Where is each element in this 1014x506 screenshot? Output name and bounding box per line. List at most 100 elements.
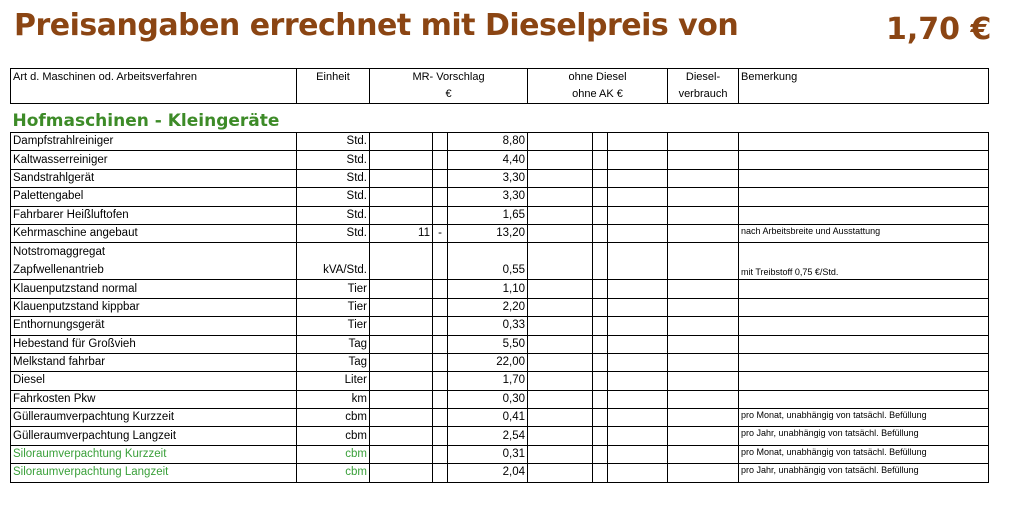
row-name: Gülleraumverpachtung Langzeit	[10, 426, 297, 446]
row-unit: Std.	[296, 206, 370, 225]
col-header-ohne-2: ohne AK €	[527, 86, 669, 104]
row-dash	[432, 298, 448, 318]
header-row-2: € ohne AK € verbrauch	[10, 86, 990, 104]
row-from	[369, 187, 433, 207]
col-header-art: Art d. Maschinen od. Arbeitsverfahren	[10, 68, 297, 86]
row-unit: km	[296, 390, 370, 410]
row-remark	[738, 390, 990, 410]
row-name: Fahrbarer Heißluftofen	[10, 206, 297, 225]
row-name: Melkstand fahrbar	[10, 353, 297, 373]
price-table: Art d. Maschinen od. Arbeitsverfahren Ei…	[10, 68, 990, 483]
row-unit: Std.	[296, 187, 370, 207]
row-name: Gülleraumverpachtung Kurzzeit	[10, 408, 297, 428]
row-name: Diesel	[10, 371, 297, 391]
row-unit: cbm	[296, 426, 370, 446]
row-remark	[738, 132, 990, 152]
col-header-bemerkung: Bemerkung	[738, 68, 990, 86]
row-from	[369, 426, 433, 446]
row-unit: kVA/Std.	[296, 242, 370, 281]
col-header-ohne: ohne Diesel	[527, 68, 669, 86]
row-from	[369, 279, 433, 299]
diesel-price: 1,70 €	[886, 12, 992, 47]
row-from	[369, 445, 433, 465]
header-row-1: Art d. Maschinen od. Arbeitsverfahren Ei…	[10, 68, 990, 86]
row-value: 0,41	[446, 408, 529, 428]
page-title: Preisangaben errechnet mit Dieselpreis v…	[14, 8, 739, 43]
row-from	[369, 390, 433, 410]
row-value: 5,50	[446, 335, 529, 354]
table-row: Siloraumverpachtung Langzeit cbm 2,04 pro J…	[10, 463, 990, 483]
row-unit: Tier	[296, 279, 370, 299]
row-name: Siloraumverpachtung Kurzzeit	[10, 445, 297, 465]
row-unit: Std.	[296, 224, 370, 244]
row-dash	[432, 132, 448, 152]
row-from	[369, 335, 433, 354]
row-dash	[432, 463, 448, 483]
row-dash: -	[432, 224, 448, 244]
row-value: 8,80	[446, 132, 529, 152]
table-row: Enthornungsgerät Tier 0,33	[10, 316, 990, 336]
row-remark	[738, 206, 990, 225]
col-header-mr-unit: €	[368, 86, 529, 104]
row-value: 0,55	[446, 242, 529, 281]
table-row: Kehrmaschine angebaut Std. 11-13,20 nach Ar…	[10, 224, 990, 244]
row-remark	[738, 371, 990, 391]
row-remark	[738, 187, 990, 207]
table-row: Fahrbarer Heißluftofen Std. 1,65	[10, 206, 990, 225]
row-value: 1,65	[446, 206, 529, 225]
row-name-line1: Notstromaggregat	[13, 246, 106, 259]
table-row: Gülleraumverpachtung Langzeit cbm 2,54 pro …	[10, 426, 990, 446]
row-dash	[432, 408, 448, 428]
row-name: Enthornungsgerät	[10, 316, 297, 336]
col-header-diesel-2: verbrauch	[667, 86, 740, 104]
row-from: 11	[369, 224, 433, 244]
row-dash	[432, 187, 448, 207]
row-name: Siloraumverpachtung Langzeit	[10, 463, 297, 483]
row-dash	[432, 150, 448, 170]
table-row: Melkstand fahrbar Tag 22,00	[10, 353, 990, 373]
row-from	[369, 132, 433, 152]
row-from	[369, 371, 433, 391]
row-unit: Tier	[296, 298, 370, 318]
row-remark: nach Arbeitsbreite und Ausstattung	[738, 224, 990, 244]
table-row: Klauenputzstand kippbar Tier 2,20	[10, 298, 990, 318]
row-name: Kehrmaschine angebaut	[10, 224, 297, 244]
row-dash	[432, 445, 448, 465]
row-unit: cbm	[296, 408, 370, 428]
row-name: Palettengabel	[10, 187, 297, 207]
row-value: 0,33	[446, 316, 529, 336]
table-row: Fahrkosten Pkw km 0,30	[10, 390, 990, 410]
row-remark	[738, 298, 990, 318]
row-remark: pro Jahr, unabhängig von tatsächl. Befül…	[738, 463, 990, 483]
row-unit: Tag	[296, 353, 370, 373]
row-unit: Liter	[296, 371, 370, 391]
row-dash	[432, 316, 448, 336]
row-unit: Std.	[296, 150, 370, 170]
col-header-einheit: Einheit	[296, 68, 370, 86]
row-dash	[432, 279, 448, 299]
row-name: Notstromaggregat Zapfwellenantrieb	[10, 242, 297, 281]
row-remark: pro Jahr, unabhängig von tatsächl. Befül…	[738, 426, 990, 446]
row-remark: pro Monat, unabhängig von tatsächl. Befü…	[738, 445, 990, 465]
row-remark	[738, 335, 990, 354]
row-name-line2: Zapfwellenantrieb	[13, 264, 104, 277]
row-dash	[432, 206, 448, 225]
table-row: Klauenputzstand normal Tier 1,10	[10, 279, 990, 299]
row-value: 3,30	[446, 169, 529, 189]
row-value: 2,54	[446, 426, 529, 446]
row-unit: Tag	[296, 335, 370, 354]
row-unit: cbm	[296, 463, 370, 483]
table-row: Palettengabel Std. 3,30	[10, 187, 990, 207]
table-row: Sandstrahlgerät Std. 3,30	[10, 169, 990, 189]
row-from	[369, 353, 433, 373]
row-from	[369, 206, 433, 225]
row-remark	[738, 150, 990, 170]
row-dash	[432, 353, 448, 373]
row-remark	[738, 316, 990, 336]
col-header-mr: MR- Vorschlag	[368, 68, 529, 86]
row-value: 1,70	[446, 371, 529, 391]
row-value: 4,40	[446, 150, 529, 170]
row-name: Hebestand für Großvieh	[10, 335, 297, 354]
row-from	[369, 242, 433, 281]
row-from	[369, 298, 433, 318]
